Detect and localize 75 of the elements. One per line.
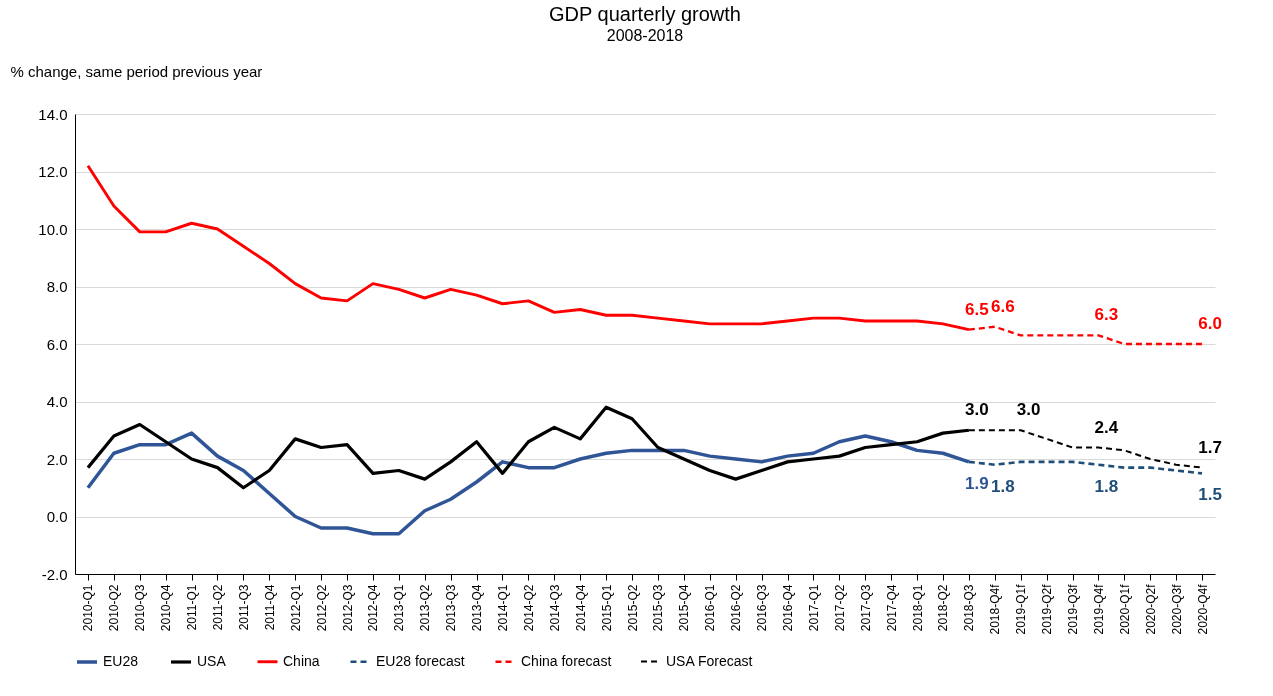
x-tick-label: 2013-Q3 — [444, 584, 459, 632]
chart-subtitle: 2008-2018 — [606, 27, 684, 44]
x-tick-label: 2016-Q2 — [729, 584, 744, 632]
x-tick-label: 2011-Q3 — [236, 584, 251, 631]
x-tick-label: 2014-Q3 — [547, 584, 562, 632]
x-tick-label: 2018-Q2 — [936, 584, 951, 632]
legend-label: USA Forecast — [666, 652, 753, 669]
x-tick-label: 2013-Q2 — [418, 584, 433, 632]
x-tick-label: 2012-Q2 — [314, 584, 329, 632]
x-tick-label: 2012-Q4 — [366, 584, 381, 632]
x-tick-label: 2013-Q1 — [392, 584, 407, 632]
x-tick-label: 2015-Q2 — [625, 584, 640, 632]
data-label: 6.0 — [1198, 314, 1222, 333]
data-label: 2.4 — [1094, 417, 1119, 437]
x-tick-label: 2020-Q3f — [1169, 583, 1184, 635]
x-tick-label: 2017-Q1 — [806, 584, 821, 632]
legend-label: USA — [197, 653, 227, 669]
y-tick-label: 6.0 — [46, 335, 68, 353]
x-tick-label: 2011-Q1 — [185, 584, 200, 631]
y-axis-title: % change, same period previous year — [10, 62, 263, 80]
data-label: 6.3 — [1094, 305, 1119, 325]
x-tick-label: 2010-Q4 — [159, 584, 174, 632]
data-label: 3.0 — [965, 400, 989, 420]
x-tick-label: 2015-Q3 — [651, 584, 666, 632]
x-tick-label: 2010-Q3 — [133, 584, 148, 632]
data-label: 1.7 — [1198, 437, 1222, 457]
x-tick-label: 2019-Q2f — [1040, 583, 1055, 635]
x-tick-label: 2018-Q3 — [962, 584, 977, 632]
data-label: 1.5 — [1198, 485, 1222, 505]
x-tick-label: 2014-Q2 — [521, 584, 536, 632]
y-tick-label: 0.0 — [46, 508, 68, 525]
y-tick-label: -2.0 — [41, 565, 68, 583]
y-tick-label: 14.0 — [38, 105, 68, 123]
x-tick-label: 2015-Q1 — [599, 584, 614, 632]
x-tick-label: 2014-Q1 — [496, 584, 510, 632]
legend-label: China — [283, 652, 320, 669]
data-label: 1.8 — [1094, 476, 1119, 496]
data-label: 6.5 — [965, 299, 989, 319]
legend-label: EU28 forecast — [376, 652, 465, 669]
x-tick-label: 2010-Q1 — [81, 584, 96, 632]
data-label: 3.0 — [1016, 400, 1041, 420]
y-tick-label: 12.0 — [38, 163, 68, 180]
x-tick-label: 2013-Q4 — [470, 584, 485, 632]
x-tick-label: 2018-Q4f — [988, 583, 1003, 635]
x-tick-label: 2012-Q1 — [288, 584, 303, 632]
x-tick-label: 2011-Q2 — [211, 584, 225, 631]
x-tick-label: 2016-Q1 — [703, 584, 718, 632]
line-series — [967, 460, 1204, 475]
x-tick-label: 2016-Q4 — [781, 584, 795, 632]
y-tick-label: 2.0 — [46, 450, 68, 468]
x-tick-label: 2019-Q3f — [1066, 583, 1080, 635]
x-tick-label: 2019-Q4f — [1091, 583, 1106, 635]
x-tick-label: 2020-Q1f — [1117, 583, 1132, 635]
x-tick-label: 2017-Q3 — [858, 584, 873, 632]
x-tick-label: 2014-Q4 — [573, 584, 588, 632]
data-label: 6.6 — [990, 296, 1015, 316]
x-tick-label: 2020-Q4f — [1195, 583, 1210, 635]
data-label: 1.9 — [965, 473, 989, 493]
x-tick-label: 2017-Q4 — [884, 584, 899, 632]
x-tick-label: 2011-Q4 — [262, 584, 277, 631]
x-tick-label: 2015-Q4 — [677, 584, 692, 632]
data-label: 1.8 — [990, 476, 1015, 496]
x-tick-label: 2017-Q2 — [832, 584, 847, 632]
chart-title: GDP quarterly growth — [549, 3, 741, 25]
y-tick-label: 10.0 — [38, 220, 68, 238]
legend-label: EU28 — [103, 653, 139, 669]
x-tick-label: 2012-Q3 — [340, 584, 355, 632]
y-tick-label: 4.0 — [46, 393, 68, 410]
x-tick-label: 2020-Q2f — [1143, 583, 1158, 635]
x-tick-label: 2016-Q3 — [755, 584, 770, 632]
legend-label: China forecast — [521, 652, 612, 669]
y-tick-label: 8.0 — [46, 278, 68, 295]
x-tick-label: 2018-Q1 — [910, 584, 925, 632]
x-tick-label: 2019-Q1f — [1014, 583, 1029, 635]
x-tick-label: 2010-Q2 — [107, 584, 122, 632]
